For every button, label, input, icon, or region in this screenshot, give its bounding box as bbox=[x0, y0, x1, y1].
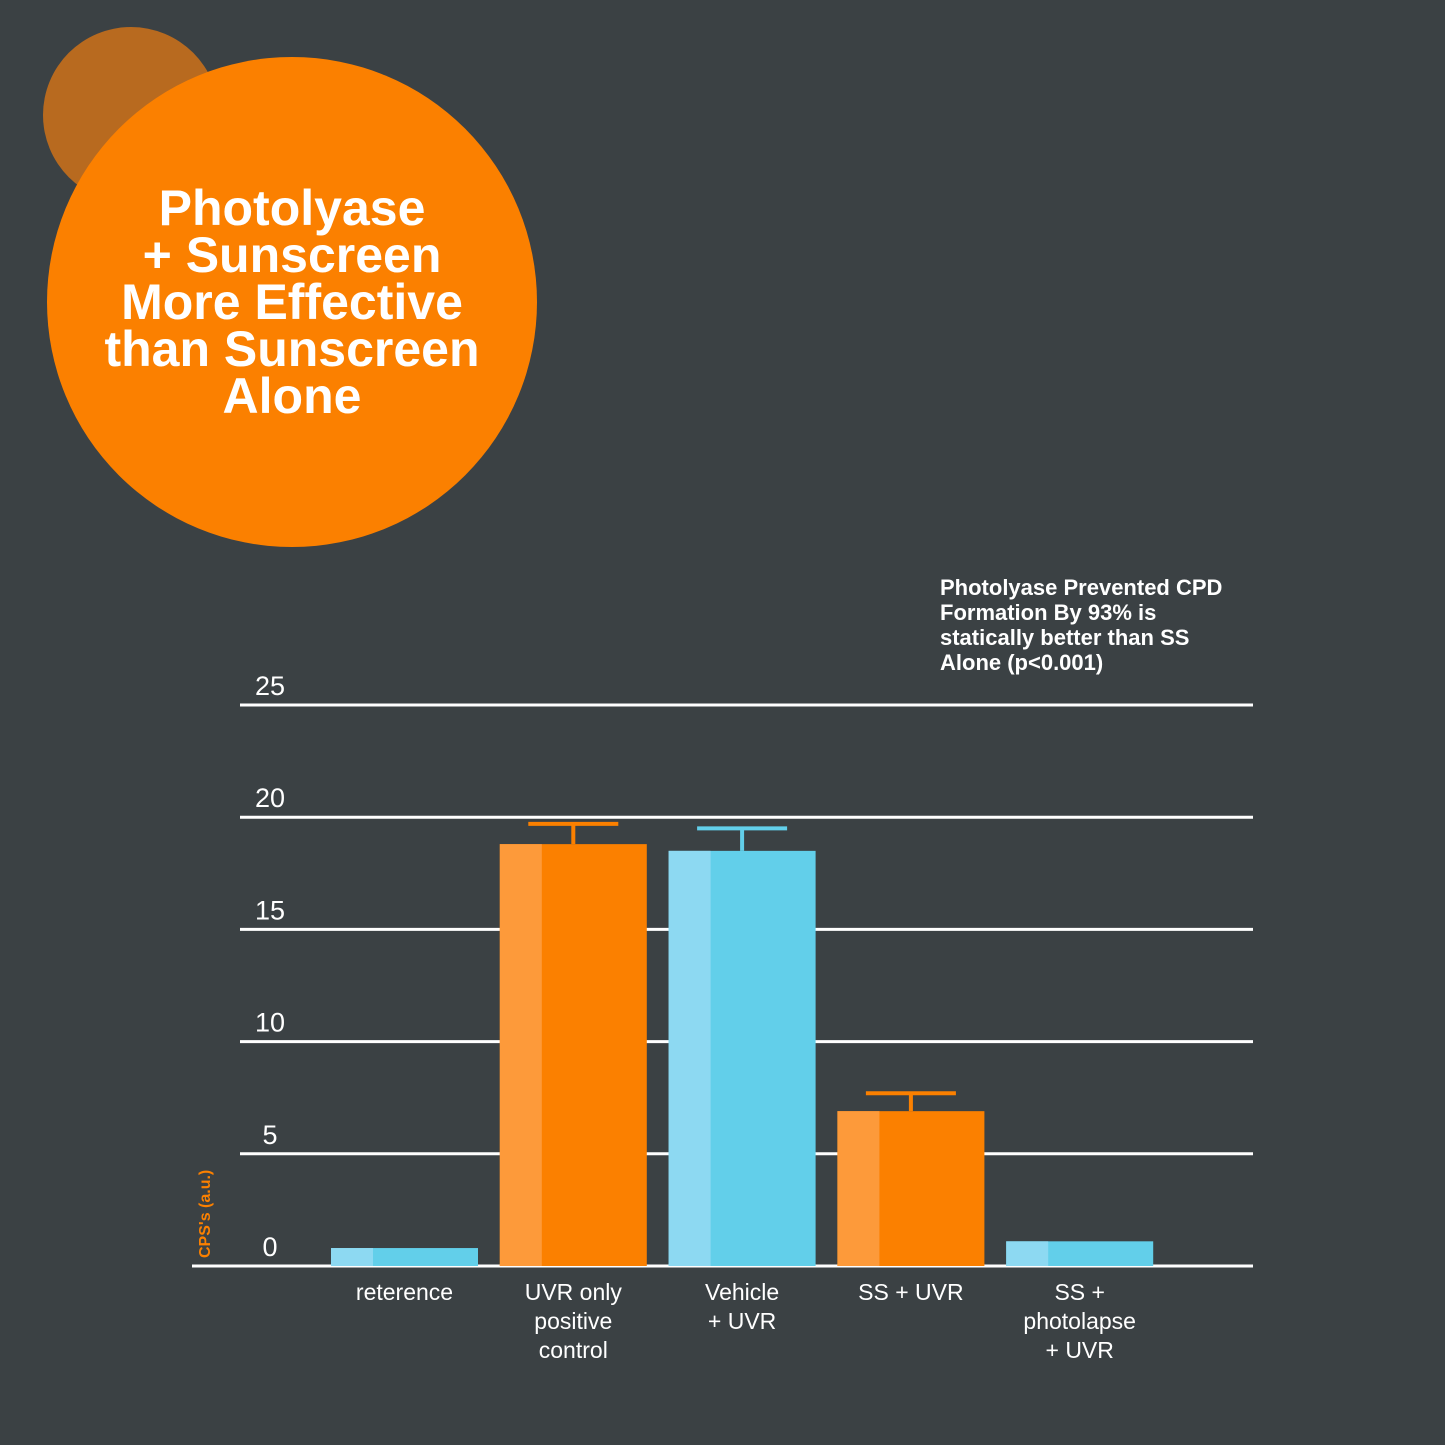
bar-highlight bbox=[331, 1248, 373, 1266]
x-tick-label: reterence bbox=[356, 1279, 453, 1305]
y-tick-label: 5 bbox=[262, 1120, 277, 1150]
bars bbox=[331, 821, 1154, 1266]
y-tick-label: 10 bbox=[255, 1008, 285, 1038]
x-tick-label-line: Vehicle bbox=[705, 1279, 779, 1305]
headline-line: than Sunscreen bbox=[104, 321, 479, 377]
y-tick-label: 0 bbox=[262, 1232, 277, 1262]
x-tick-label-line: SS + bbox=[1054, 1279, 1105, 1305]
annotation-line: Formation By 93% is bbox=[940, 600, 1156, 625]
annotation: Photolyase Prevented CPD Formation By 93%… bbox=[940, 575, 1222, 675]
headline-line: More Effective bbox=[121, 274, 463, 330]
x-tick-label: UVR only positive control bbox=[525, 1279, 623, 1363]
headline-line: Photolyase bbox=[159, 180, 426, 236]
x-tick-label-line: reterence bbox=[356, 1279, 453, 1305]
headline-line: Alone bbox=[223, 368, 362, 424]
y-tick-label: 25 bbox=[255, 671, 285, 701]
y-axis-label: CPS's (a.u.) bbox=[197, 1170, 214, 1258]
annotation-line: Photolyase Prevented CPD bbox=[940, 575, 1222, 600]
x-tick-label: SS + UVR bbox=[858, 1279, 963, 1305]
bar-highlight bbox=[668, 850, 711, 1266]
annotation-line: statically better than SS bbox=[940, 625, 1189, 650]
x-tick-label-line: UVR only bbox=[525, 1279, 623, 1305]
annotation-line: Alone (p<0.001) bbox=[940, 650, 1103, 675]
bar-highlight bbox=[499, 844, 542, 1266]
x-tick-label-line: control bbox=[539, 1337, 608, 1363]
bar-highlight bbox=[1006, 1241, 1049, 1266]
headline-line: + Sunscreen bbox=[143, 227, 442, 283]
x-tick-label-line: + UVR bbox=[708, 1308, 776, 1334]
bar-highlight bbox=[837, 1111, 880, 1266]
headline: Photolyase + Sunscreen More Effective than … bbox=[104, 180, 479, 424]
x-tick-label-line: + UVR bbox=[1046, 1337, 1114, 1363]
x-tick-label: Vehicle + UVR bbox=[705, 1279, 779, 1334]
x-tick-label-line: SS + UVR bbox=[858, 1279, 963, 1305]
x-tick-label-line: photolapse bbox=[1023, 1308, 1136, 1334]
labels: reterence UVR only positive control Vehicle +… bbox=[356, 1279, 1136, 1363]
x-tick-label-line: positive bbox=[534, 1308, 612, 1334]
y-tick-label: 20 bbox=[255, 783, 285, 813]
badge-circle bbox=[47, 57, 537, 547]
x-tick-label: SS + photolapse + UVR bbox=[1023, 1279, 1136, 1363]
y-tick-label: 15 bbox=[255, 895, 285, 925]
